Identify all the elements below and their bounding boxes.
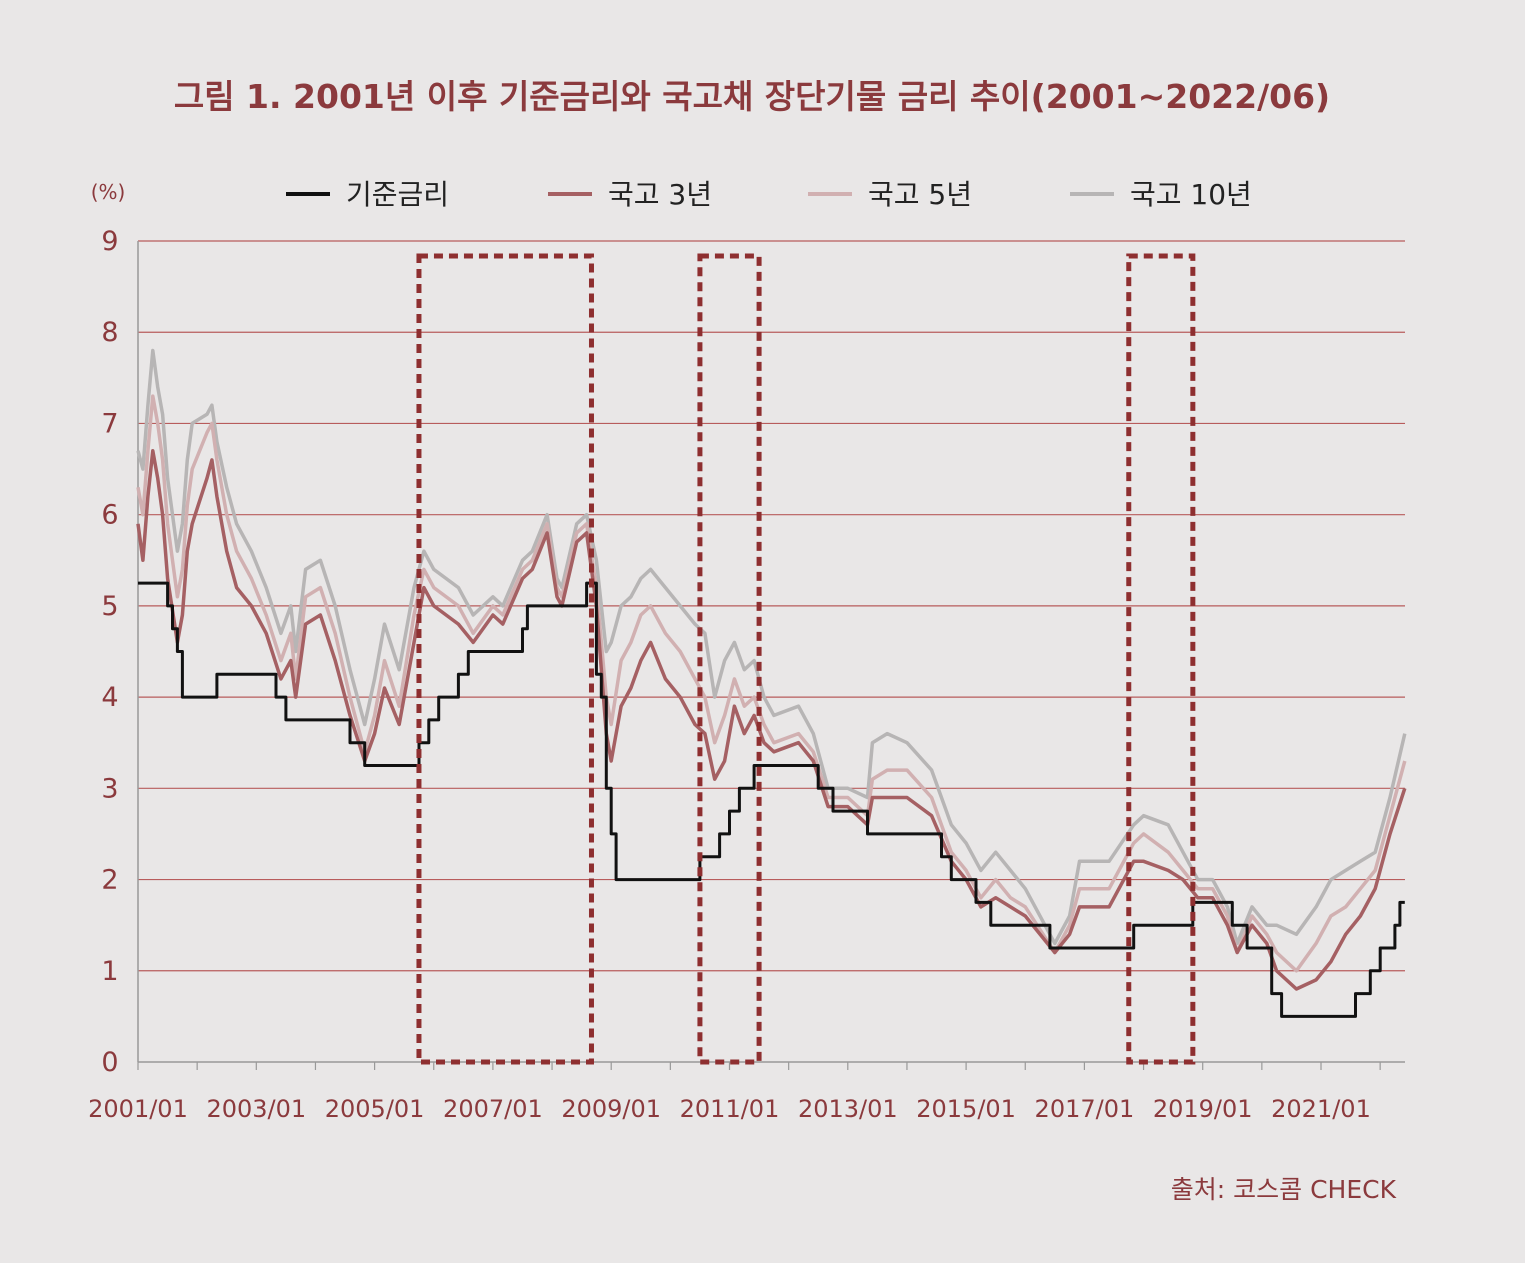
y-tick-label: 9 [101,226,118,257]
plot-series [136,348,1407,1018]
x-tick-label: 2017/01 [1035,1095,1135,1123]
highlight-box-2 [697,253,762,1065]
y-tick-label: 7 [101,408,118,439]
y-tick-label: 5 [101,591,118,622]
legend-label-base_rate: 기준금리 [346,178,449,211]
legend: 기준금리 국고 3년 국고 5년 국고 10년 [286,178,1252,211]
y-tick-label: 4 [101,682,118,713]
chart-title: 그림 1. 2001년 이후 기준금리와 국고채 장단기물 금리 추이(2001… [174,77,1330,116]
x-tick-label: 2015/01 [916,1095,1016,1123]
y-axis: 0 1 2 3 4 5 6 7 8 9 [101,226,139,1078]
y-tick-label: 8 [101,317,118,348]
x-tick-label: 2007/01 [443,1095,543,1123]
series-line-base_rate [138,581,1405,1018]
series-line-ktb_10y [136,348,1407,946]
x-tick-label: 2021/01 [1271,1095,1371,1123]
highlight-box-1 [416,253,594,1065]
source-note: 출처: 코스콤 CHECK [1171,1175,1397,1204]
legend-label-ktb_5y: 국고 5년 [868,178,972,211]
x-tick-label: 2003/01 [206,1095,306,1123]
y-tick-label: 3 [101,773,118,804]
x-tick-label: 2019/01 [1153,1095,1253,1123]
highlight-boxes [416,253,1196,1065]
y-tick-label: 0 [101,1047,118,1078]
x-tick-label: 2005/01 [325,1095,425,1123]
x-axis: 2001/01 2003/01 2005/01 2007/01 2009/01 2011/… [88,1061,1405,1123]
highlight-box-3 [1126,253,1196,1065]
legend-label-ktb_3y: 국고 3년 [608,178,712,211]
x-tick-label: 2011/01 [680,1095,780,1123]
x-tick-label: 2009/01 [561,1095,661,1123]
y-tick-label: 2 [101,865,118,896]
x-tick-label: 2013/01 [798,1095,898,1123]
series-line-ktb_3y [136,449,1407,991]
legend-label-ktb_10y: 국고 10년 [1130,178,1252,211]
series-line-ktb_5y [136,394,1407,973]
y-tick-label: 6 [101,500,118,531]
y-tick-label: 1 [101,956,118,987]
x-tick-label: 2001/01 [88,1095,188,1123]
y-axis-unit-label: (%) [91,180,126,204]
